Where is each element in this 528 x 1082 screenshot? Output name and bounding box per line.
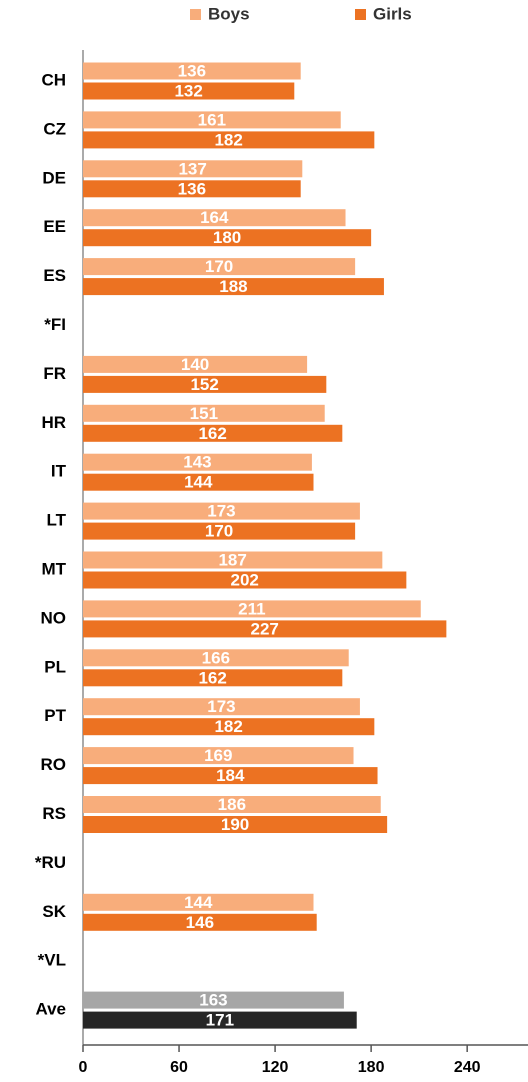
category-label: DE: [42, 168, 66, 187]
bar: [83, 131, 375, 149]
bar: [83, 375, 327, 393]
category-label: EE: [43, 217, 66, 236]
x-tick-label: 180: [358, 1059, 385, 1076]
value-label: 163: [199, 991, 227, 1010]
value-label: 170: [205, 522, 233, 541]
legend-swatch: [190, 9, 201, 20]
bar: [83, 796, 381, 813]
bar: [83, 991, 344, 1009]
value-label: 187: [218, 550, 246, 569]
bar: [83, 698, 360, 716]
value-label: 152: [190, 375, 218, 394]
bar: [83, 209, 346, 227]
value-label: 182: [214, 717, 242, 736]
bar: [83, 502, 360, 520]
category-label: SK: [42, 902, 66, 921]
x-tick-label: 60: [170, 1059, 188, 1076]
bar: [83, 551, 383, 569]
value-label: 143: [183, 453, 211, 472]
x-tick-label: 240: [454, 1059, 481, 1076]
bar: [83, 62, 301, 80]
bar: [83, 278, 384, 296]
value-label: 190: [221, 815, 249, 834]
value-label: 151: [190, 404, 218, 423]
value-label: 211: [238, 599, 265, 618]
category-label: IT: [51, 462, 67, 481]
value-label: 173: [207, 697, 235, 716]
value-label: 146: [186, 913, 214, 932]
bar: [83, 355, 308, 373]
value-label: 144: [184, 473, 213, 492]
value-label: 186: [218, 795, 246, 814]
category-label: PL: [44, 657, 66, 676]
bar: [83, 747, 354, 765]
bar: [83, 522, 356, 540]
value-label: 182: [214, 130, 242, 149]
bar: [83, 571, 407, 589]
bar: [83, 718, 375, 736]
bar: [83, 913, 317, 931]
category-label: CZ: [43, 119, 66, 138]
bar: [83, 473, 314, 491]
category-label: HR: [41, 413, 66, 432]
value-label: 137: [178, 159, 206, 178]
value-label: 169: [204, 746, 232, 765]
legend-label: Boys: [208, 4, 250, 23]
value-label: 161: [198, 110, 226, 129]
category-label: ES: [43, 266, 66, 285]
legend-swatch: [355, 9, 366, 20]
bar: [83, 229, 372, 247]
category-label: RS: [42, 804, 66, 823]
value-label: 227: [250, 619, 278, 638]
value-label: 202: [230, 570, 258, 589]
bar: [83, 649, 349, 667]
value-label: 136: [178, 179, 206, 198]
bar: [83, 258, 356, 276]
bar: [83, 453, 312, 471]
value-label: 184: [216, 766, 245, 785]
bar: [83, 600, 421, 618]
category-label: PT: [44, 706, 66, 725]
bar: [83, 816, 388, 833]
category-label: LT: [46, 511, 66, 530]
x-tick-label: 120: [262, 1059, 289, 1076]
category-label: MT: [41, 559, 66, 578]
value-label: 162: [198, 668, 226, 687]
bar: [83, 424, 343, 442]
category-label: RO: [41, 755, 67, 774]
category-label: Ave: [35, 1000, 66, 1019]
category-label: *RU: [35, 853, 66, 872]
x-tick-label: 0: [79, 1059, 88, 1076]
category-label: CH: [41, 70, 66, 89]
bar: [83, 111, 341, 129]
value-label: 173: [207, 502, 235, 521]
category-label: *FI: [44, 315, 66, 334]
value-label: 180: [213, 228, 241, 247]
bar: [83, 180, 301, 198]
bar: [83, 767, 378, 785]
category-label: *VL: [38, 951, 66, 970]
category-label: FR: [43, 364, 66, 383]
bar: [83, 620, 447, 638]
bar: [83, 404, 325, 422]
bar: [83, 893, 314, 911]
value-label: 166: [202, 648, 230, 667]
category-label: NO: [41, 608, 67, 627]
value-label: 171: [206, 1011, 234, 1030]
bar: [83, 82, 295, 100]
bar: [83, 669, 343, 687]
bar: [83, 1011, 357, 1029]
bar: [83, 160, 303, 178]
value-label: 170: [205, 257, 233, 276]
legend-label: Girls: [373, 4, 412, 23]
value-label: 136: [178, 61, 206, 80]
value-label: 188: [219, 277, 247, 296]
value-label: 140: [181, 355, 209, 374]
value-label: 164: [200, 208, 229, 227]
value-label: 132: [174, 81, 202, 100]
value-label: 162: [198, 424, 226, 443]
value-label: 144: [184, 893, 213, 912]
